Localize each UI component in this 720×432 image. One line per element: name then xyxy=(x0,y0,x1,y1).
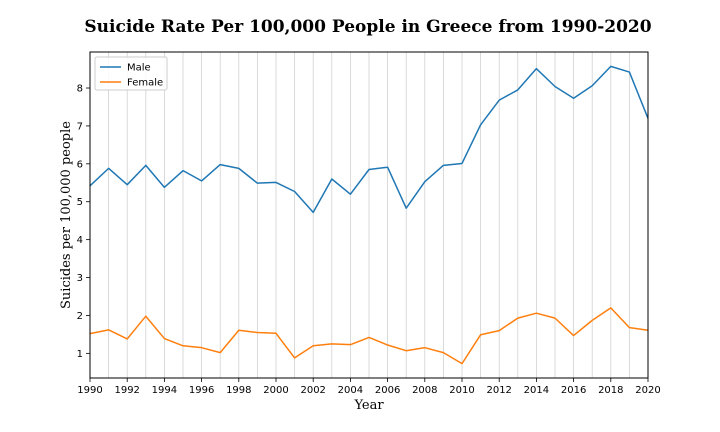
y-tick-label: 4 xyxy=(77,235,83,246)
x-tick-label: 2016 xyxy=(561,385,586,396)
y-tick-label: 3 xyxy=(77,273,83,284)
y-axis-ticks: 1 2 3 4 5 6 7 8 xyxy=(77,84,90,360)
y-tick-label: 5 xyxy=(77,197,83,208)
x-tick-label: 2002 xyxy=(300,385,325,396)
legend-label: Male xyxy=(127,63,151,74)
x-tick-label: 1994 xyxy=(152,385,177,396)
y-axis-label: Suicides per 100,000 people xyxy=(59,121,74,309)
y-tick-label: 2 xyxy=(77,311,83,322)
x-axis-ticks: 1990 1992 1994 1996 1998 2000 2002 2004 2006 2008… xyxy=(77,378,661,396)
series-lines xyxy=(89,65,649,365)
x-tick-label: 1990 xyxy=(77,385,102,396)
x-tick-label: 2010 xyxy=(449,385,474,396)
x-tick-label: 2004 xyxy=(338,385,363,396)
y-tick-label: 8 xyxy=(77,84,83,95)
y-tick-label: 6 xyxy=(77,159,83,170)
series-line-female xyxy=(89,307,649,365)
legend: Male Female xyxy=(94,56,168,91)
grid-lines xyxy=(89,52,649,378)
chart-title: Suicide Rate Per 100,000 People in Greec… xyxy=(84,17,651,37)
x-tick-label: 2000 xyxy=(263,385,288,396)
legend-label: Female xyxy=(127,78,163,89)
x-tick-label: 2012 xyxy=(486,385,511,396)
y-tick-label: 7 xyxy=(77,121,83,132)
x-tick-label: 1992 xyxy=(114,385,139,396)
x-tick-label: 1998 xyxy=(226,385,251,396)
x-tick-label: 2020 xyxy=(635,385,660,396)
x-tick-label: 2008 xyxy=(412,385,437,396)
x-tick-label: 2018 xyxy=(598,385,623,396)
x-tick-label: 1996 xyxy=(189,385,214,396)
x-axis-label: Year xyxy=(353,398,384,413)
y-tick-label: 1 xyxy=(77,349,83,360)
x-tick-label: 2006 xyxy=(375,385,400,396)
plot-frame xyxy=(89,51,649,379)
series-line-male xyxy=(89,65,649,214)
x-tick-label: 2014 xyxy=(524,385,549,396)
